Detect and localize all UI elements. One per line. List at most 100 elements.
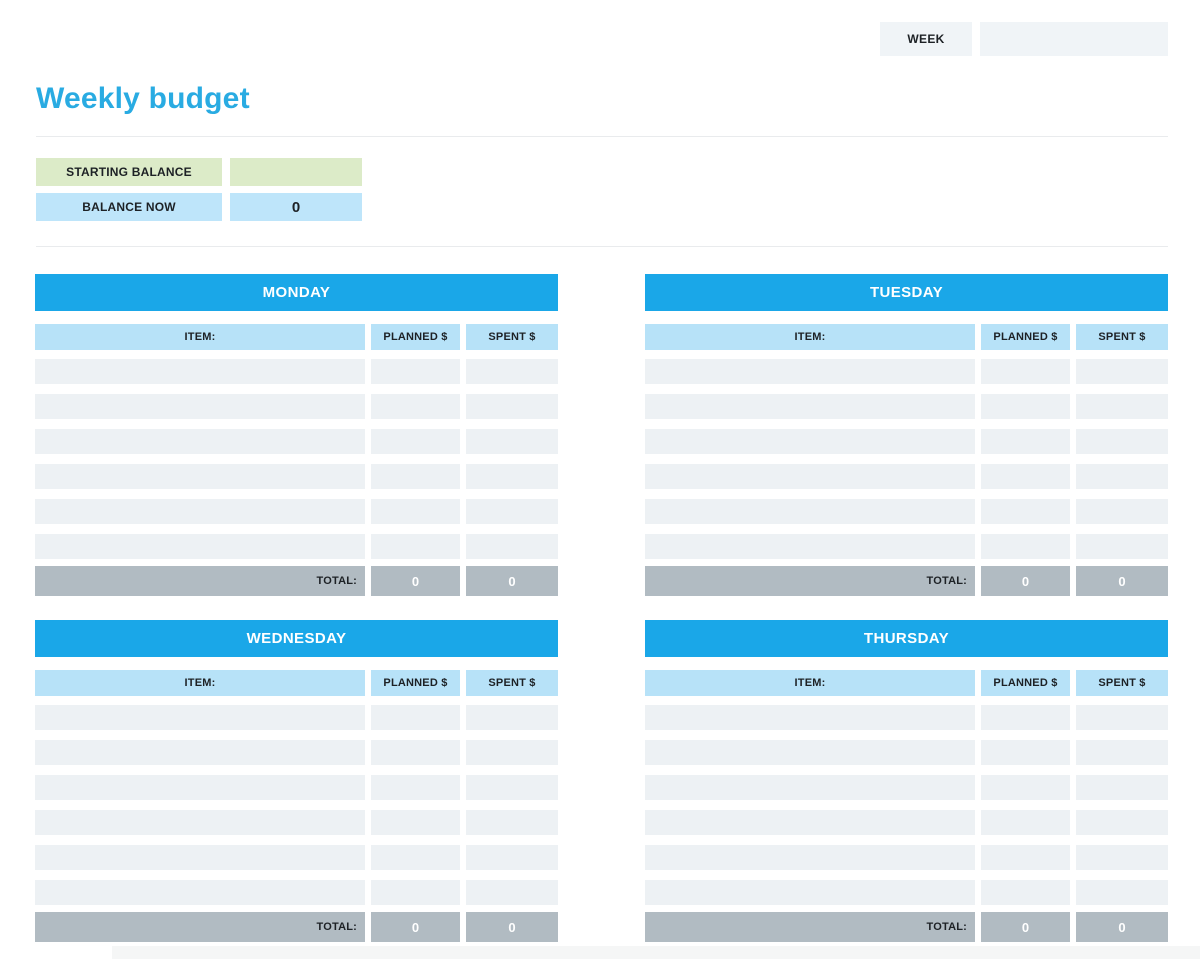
spent-cell[interactable] <box>1076 775 1168 800</box>
planned-cell[interactable] <box>371 810 460 835</box>
total-spent-value[interactable]: 0 <box>1076 912 1168 942</box>
divider <box>36 246 1168 247</box>
column-header-item: ITEM: <box>35 324 365 350</box>
total-row: TOTAL: 0 0 <box>35 912 558 942</box>
planned-cell[interactable] <box>981 534 1070 559</box>
spent-cell[interactable] <box>466 499 558 524</box>
planned-cell[interactable] <box>981 464 1070 489</box>
planned-cell[interactable] <box>371 359 460 384</box>
table-row <box>35 359 558 384</box>
spent-cell[interactable] <box>466 880 558 905</box>
spent-cell[interactable] <box>1076 845 1168 870</box>
planned-cell[interactable] <box>371 464 460 489</box>
planned-cell[interactable] <box>981 359 1070 384</box>
spent-cell[interactable] <box>1076 464 1168 489</box>
planned-cell[interactable] <box>981 394 1070 419</box>
planned-cell[interactable] <box>981 740 1070 765</box>
planned-cell[interactable] <box>371 534 460 559</box>
planned-cell[interactable] <box>371 394 460 419</box>
spent-cell[interactable] <box>1076 534 1168 559</box>
item-cell[interactable] <box>645 740 975 765</box>
spent-cell[interactable] <box>466 464 558 489</box>
planned-cell[interactable] <box>371 429 460 454</box>
spent-cell[interactable] <box>466 534 558 559</box>
item-cell[interactable] <box>35 705 365 730</box>
item-cell[interactable] <box>35 464 365 489</box>
spent-cell[interactable] <box>1076 740 1168 765</box>
spent-cell[interactable] <box>466 394 558 419</box>
total-planned-value[interactable]: 0 <box>981 912 1070 942</box>
spent-cell[interactable] <box>466 705 558 730</box>
planned-cell[interactable] <box>371 705 460 730</box>
spent-cell[interactable] <box>1076 429 1168 454</box>
total-planned-value[interactable]: 0 <box>371 566 460 596</box>
item-cell[interactable] <box>645 810 975 835</box>
item-cell[interactable] <box>35 534 365 559</box>
item-cell[interactable] <box>35 845 365 870</box>
planned-cell[interactable] <box>981 810 1070 835</box>
total-planned-value[interactable]: 0 <box>981 566 1070 596</box>
total-spent-value[interactable]: 0 <box>466 912 558 942</box>
spent-cell[interactable] <box>466 845 558 870</box>
spent-cell[interactable] <box>1076 499 1168 524</box>
planned-cell[interactable] <box>371 740 460 765</box>
item-cell[interactable] <box>645 499 975 524</box>
planned-cell[interactable] <box>371 880 460 905</box>
spent-cell[interactable] <box>1076 880 1168 905</box>
item-cell[interactable] <box>35 499 365 524</box>
planned-cell[interactable] <box>981 775 1070 800</box>
planned-cell[interactable] <box>981 705 1070 730</box>
planned-cell[interactable] <box>981 499 1070 524</box>
item-cell[interactable] <box>35 429 365 454</box>
column-header-planned: PLANNED $ <box>371 670 460 696</box>
item-cell[interactable] <box>645 429 975 454</box>
planned-cell[interactable] <box>371 775 460 800</box>
item-cell[interactable] <box>645 464 975 489</box>
table-row <box>35 810 558 835</box>
item-cell[interactable] <box>645 394 975 419</box>
table-row <box>645 705 1168 730</box>
planned-cell[interactable] <box>371 845 460 870</box>
day-tables-grid: MONDAY ITEM: PLANNED $ SPENT $ <box>35 274 1200 942</box>
item-cell[interactable] <box>35 394 365 419</box>
item-cell[interactable] <box>35 810 365 835</box>
item-cell[interactable] <box>645 705 975 730</box>
spent-cell[interactable] <box>1076 810 1168 835</box>
week-label: WEEK <box>880 22 972 56</box>
spent-cell[interactable] <box>466 429 558 454</box>
item-cell[interactable] <box>35 740 365 765</box>
total-planned-value[interactable]: 0 <box>371 912 460 942</box>
table-row <box>35 394 558 419</box>
table-row <box>645 429 1168 454</box>
planned-cell[interactable] <box>371 499 460 524</box>
table-row <box>645 810 1168 835</box>
starting-balance-input[interactable] <box>230 158 362 186</box>
spent-cell[interactable] <box>466 740 558 765</box>
spent-cell[interactable] <box>1076 359 1168 384</box>
item-cell[interactable] <box>645 359 975 384</box>
item-cell[interactable] <box>35 359 365 384</box>
spent-cell[interactable] <box>1076 394 1168 419</box>
week-input[interactable] <box>980 22 1168 56</box>
table-row <box>645 359 1168 384</box>
spent-cell[interactable] <box>466 810 558 835</box>
table-row <box>35 705 558 730</box>
item-cell[interactable] <box>35 775 365 800</box>
spent-cell[interactable] <box>466 359 558 384</box>
balance-now-value[interactable]: 0 <box>230 193 362 221</box>
item-cell[interactable] <box>645 880 975 905</box>
spent-cell[interactable] <box>1076 705 1168 730</box>
item-cell[interactable] <box>35 880 365 905</box>
planned-cell[interactable] <box>981 845 1070 870</box>
total-spent-value[interactable]: 0 <box>1076 566 1168 596</box>
planned-cell[interactable] <box>981 880 1070 905</box>
total-row: TOTAL: 0 0 <box>645 912 1168 942</box>
table-row <box>35 534 558 559</box>
total-spent-value[interactable]: 0 <box>466 566 558 596</box>
spent-cell[interactable] <box>466 775 558 800</box>
item-cell[interactable] <box>645 775 975 800</box>
item-cell[interactable] <box>645 534 975 559</box>
item-cell[interactable] <box>645 845 975 870</box>
planned-cell[interactable] <box>981 429 1070 454</box>
page-title: Weekly budget <box>36 82 250 115</box>
